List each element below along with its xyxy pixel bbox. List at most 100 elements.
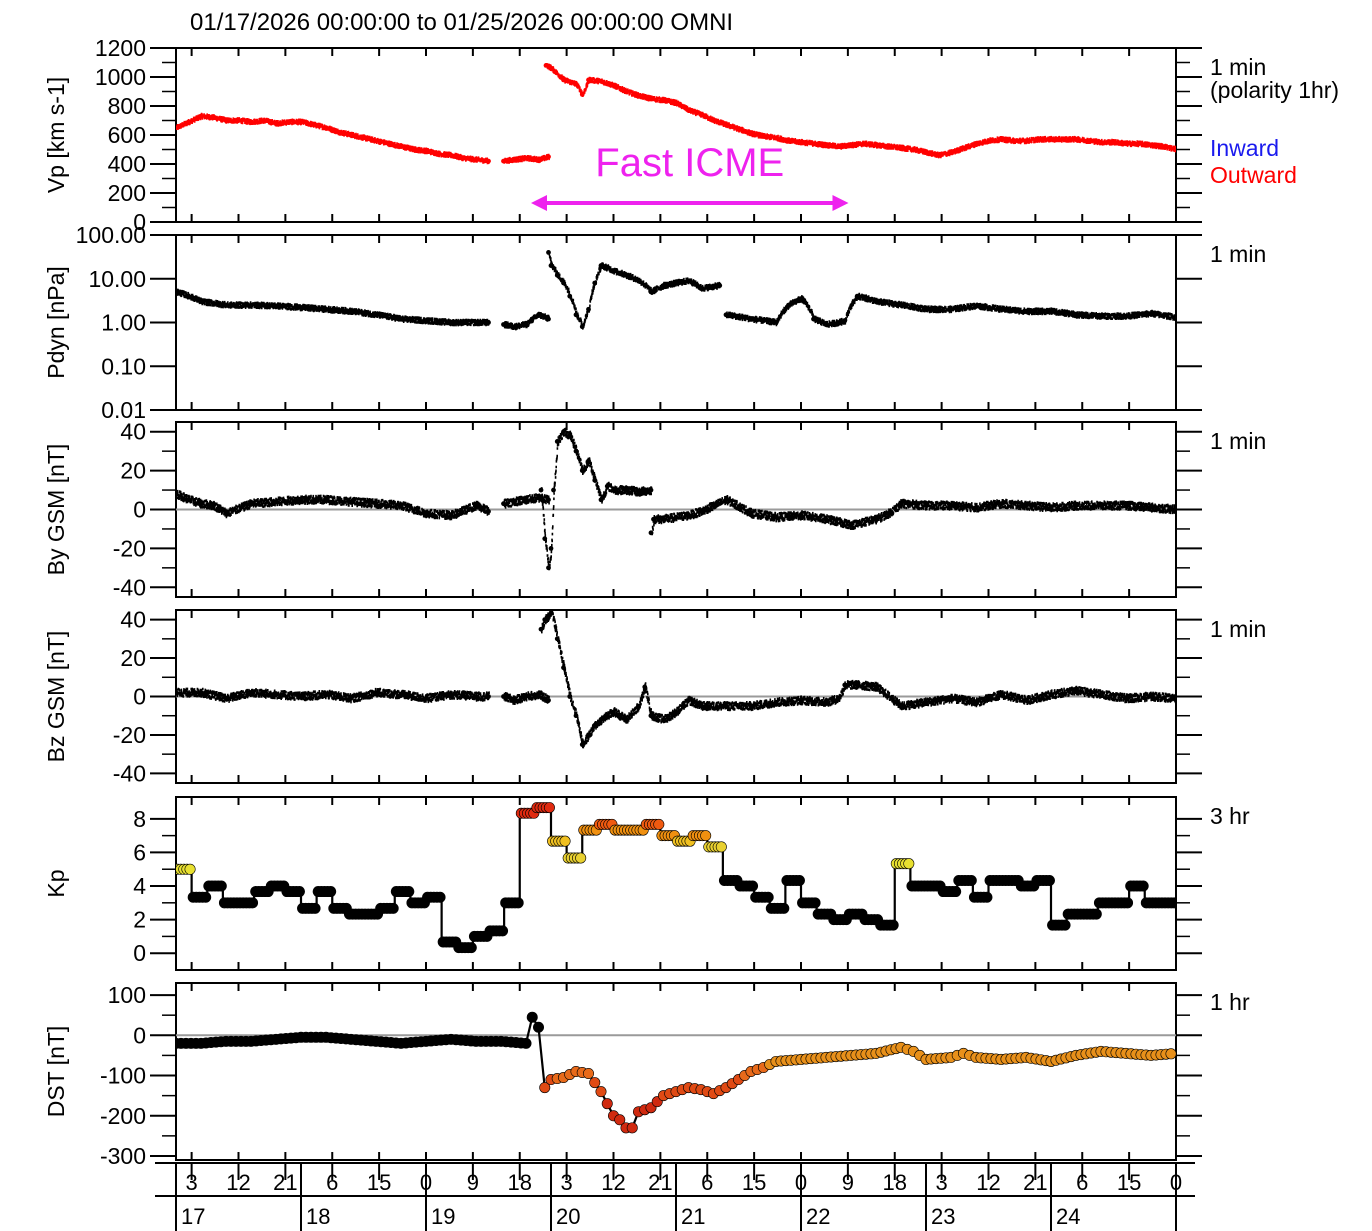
- y-tick-label: -40: [113, 760, 146, 786]
- y-tick-label: 400: [108, 151, 146, 177]
- y-axis-label: Vp [km s-1]: [43, 77, 69, 193]
- y-tick-label: 20: [120, 458, 146, 484]
- hour-tick-label: 18: [883, 1170, 907, 1195]
- data-point: [559, 835, 571, 847]
- y-tick-label: -300: [100, 1143, 146, 1169]
- day-label: 22: [806, 1204, 830, 1229]
- hour-tick-label: 3: [186, 1170, 198, 1195]
- data-points: [176, 112, 490, 165]
- hour-tick-label: 6: [1076, 1170, 1088, 1195]
- data-point: [434, 891, 446, 903]
- y-tick-label: 600: [108, 122, 146, 148]
- data-point: [520, 1037, 532, 1049]
- y-tick-label: 0: [133, 940, 146, 966]
- data-point: [465, 942, 477, 954]
- data-points: [503, 690, 550, 705]
- hour-tick-label: 21: [648, 1170, 672, 1195]
- data-point: [582, 1068, 594, 1080]
- y-tick-label: -20: [113, 535, 146, 561]
- data-point: [293, 886, 305, 898]
- data-point: [325, 886, 337, 898]
- hour-tick-label: 15: [742, 1170, 766, 1195]
- data-point: [543, 802, 555, 814]
- y-tick-label: 4: [133, 873, 146, 899]
- data-points: [503, 153, 550, 164]
- hour-tick-label: 12: [601, 1170, 625, 1195]
- chart-title: 01/17/2026 00:00:00 to 01/25/2026 00:00:…: [190, 9, 733, 36]
- data-point: [589, 1077, 601, 1089]
- y-tick-label: 2: [133, 907, 146, 933]
- data-point: [247, 897, 259, 909]
- cadence-label: 1 min: [1210, 54, 1266, 80]
- y-tick-label: 20: [120, 645, 146, 671]
- data-points: [503, 311, 550, 331]
- panel-frame: [175, 982, 1177, 1161]
- data-point: [575, 852, 587, 864]
- icme-arrow-head-right: [832, 195, 849, 211]
- data-points: [541, 427, 653, 571]
- y-tick-label: 0: [133, 497, 146, 523]
- data-point: [793, 874, 805, 886]
- data-point: [387, 902, 399, 914]
- data-points: [546, 63, 1176, 159]
- panel-5: -300 -200 -100 0 100 DST [nT] 1 hr: [43, 982, 1250, 1169]
- hour-tick-label: 6: [701, 1170, 713, 1195]
- panel-frame: [175, 796, 1177, 971]
- data-points: [503, 493, 550, 509]
- cadence-label: 1 min: [1210, 241, 1266, 267]
- icme-arrow-head-left: [531, 195, 547, 211]
- panel-2: -40 -20 0 20 40 By GSM [nT] 1 min: [43, 419, 1266, 601]
- y-tick-label: 100.00: [76, 222, 146, 248]
- hour-tick-label: 21: [1023, 1170, 1047, 1195]
- data-line: [176, 806, 1176, 949]
- y-tick-label: 0: [133, 1022, 146, 1048]
- y-axis-label: By GSM [nT]: [43, 444, 69, 576]
- data-point: [762, 891, 774, 903]
- day-label: 24: [1056, 1204, 1080, 1229]
- y-tick-label: -40: [113, 574, 146, 600]
- data-point: [595, 1086, 607, 1098]
- y-tick-label: 800: [108, 93, 146, 119]
- data-point: [200, 891, 212, 903]
- data-point: [809, 897, 821, 909]
- y-tick-label: 0.10: [101, 353, 146, 379]
- data-point: [715, 841, 727, 853]
- y-tick-label: 40: [120, 607, 146, 633]
- y-tick-label: 0: [133, 684, 146, 710]
- y-tick-label: 10.00: [88, 266, 146, 292]
- panel-1: 0.01 0.10 1.00 10.00 100.00 Pdyn [nPa] 1 min: [43, 222, 1266, 423]
- panel-4: 0 2 4 6 8 Kp 3 hr: [43, 796, 1250, 971]
- y-axis-label: Pdyn [nPa]: [43, 266, 69, 379]
- data-layer: [176, 802, 1176, 954]
- data-points: [176, 489, 490, 521]
- y-tick-label: -100: [100, 1063, 146, 1089]
- panel-0: 0 200 400 600 800 1000 1200 Vp [km s-1] 1 min(po…: [43, 35, 1339, 235]
- data-points: [176, 687, 490, 704]
- data-point: [184, 863, 196, 875]
- data-point: [1122, 897, 1134, 909]
- day-label: 19: [431, 1204, 455, 1229]
- hour-tick-label: 12: [226, 1170, 250, 1195]
- legend-outward: Outward: [1210, 162, 1297, 188]
- data-point: [601, 1098, 613, 1110]
- data-point: [747, 880, 759, 892]
- data-point: [1168, 897, 1176, 909]
- data-point: [215, 880, 227, 892]
- hour-tick-label: 18: [508, 1170, 532, 1195]
- data-point: [700, 830, 712, 842]
- panel-3: -40 -20 0 20 40 Bz GSM [nT] 1 min: [43, 607, 1266, 787]
- y-tick-label: 1200: [95, 35, 146, 61]
- data-layer: [176, 427, 1176, 571]
- y-tick-label: 6: [133, 839, 146, 865]
- y-tick-label: -200: [100, 1103, 146, 1129]
- y-tick-label: 1.00: [101, 310, 146, 336]
- data-point: [403, 886, 415, 898]
- data-point: [965, 874, 977, 886]
- y-tick-label: 8: [133, 806, 146, 832]
- y-axis-label: Kp: [43, 869, 69, 897]
- hour-tick-label: 9: [842, 1170, 854, 1195]
- data-point: [526, 1011, 538, 1023]
- day-label: 21: [681, 1204, 705, 1229]
- data-point: [903, 858, 915, 870]
